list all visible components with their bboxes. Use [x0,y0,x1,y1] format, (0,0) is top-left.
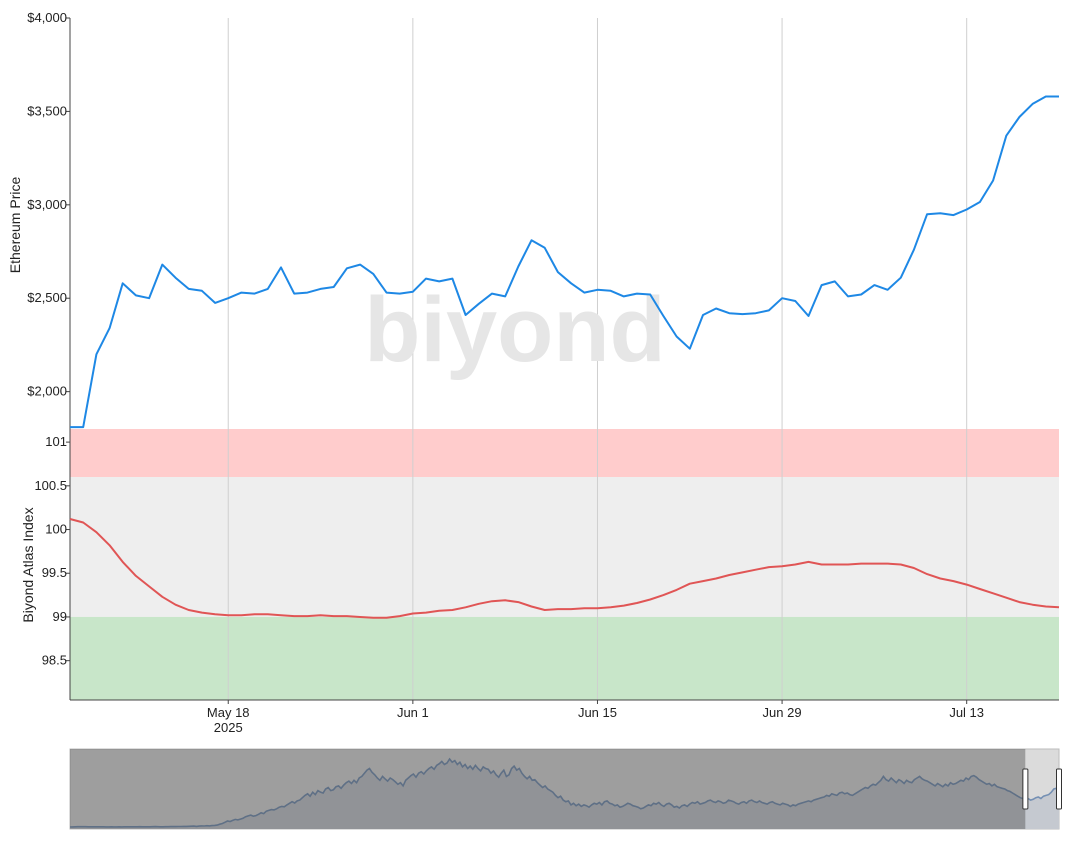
navigator-selected-window[interactable] [1025,749,1059,829]
price-y-tick-label: $3,000 [27,197,67,212]
x-tick-label: Jun 29 [763,705,802,720]
index-series [69,518,1060,619]
x-tick-label: Jul 13 [949,705,984,720]
price-y-axis-title: Ethereum Price [7,177,23,274]
navigator-unselected-mask [70,749,1026,829]
navigator-left-handle[interactable] [1022,768,1029,810]
index-y-tick-label: 98.5 [42,653,67,668]
price-series [70,95,1059,429]
index-y-tick-label: 100.5 [34,478,67,493]
x-tick-label: Jun 1 [397,705,429,720]
index-y-tick-label: 100 [45,522,67,537]
price-line [70,95,1059,429]
x-tick-label: Jun 15 [578,705,617,720]
x-axis-ticks: May 18 Jun 1 Jun 15 Jun 29 Jul 13 2025 [207,700,984,735]
watermark: biyond [364,279,666,381]
index-y-ticks: 98.5 99 99.5 100 100.5 101 [34,434,70,668]
price-y-tick-label: $2,000 [27,384,67,399]
index-band-1 [70,477,1059,617]
index-band-0 [70,429,1059,478]
index-line [69,518,1060,619]
x-tick-year-label: 2025 [214,720,243,735]
price-y-ticks: $2,000 $2,500 $3,000 $3,500 $4,000 [27,10,70,399]
x-tick-label: May 18 [207,705,250,720]
range-navigator[interactable] [69,748,1062,830]
price-y-tick-label: $2,500 [27,290,67,305]
index-y-tick-label: 101 [45,434,67,449]
price-y-tick-label: $4,000 [27,10,67,25]
vertical-gridlines [227,18,968,700]
index-band-2 [70,616,1059,700]
index-y-tick-label: 99 [53,609,67,624]
index-bands [70,429,1059,700]
index-y-axis-title: Biyond Atlas Index [20,507,36,622]
navigator-right-handle[interactable] [1056,768,1062,810]
price-y-tick-label: $3,500 [27,103,67,118]
index-y-tick-label: 99.5 [42,565,67,580]
axis-lines [69,18,1059,701]
